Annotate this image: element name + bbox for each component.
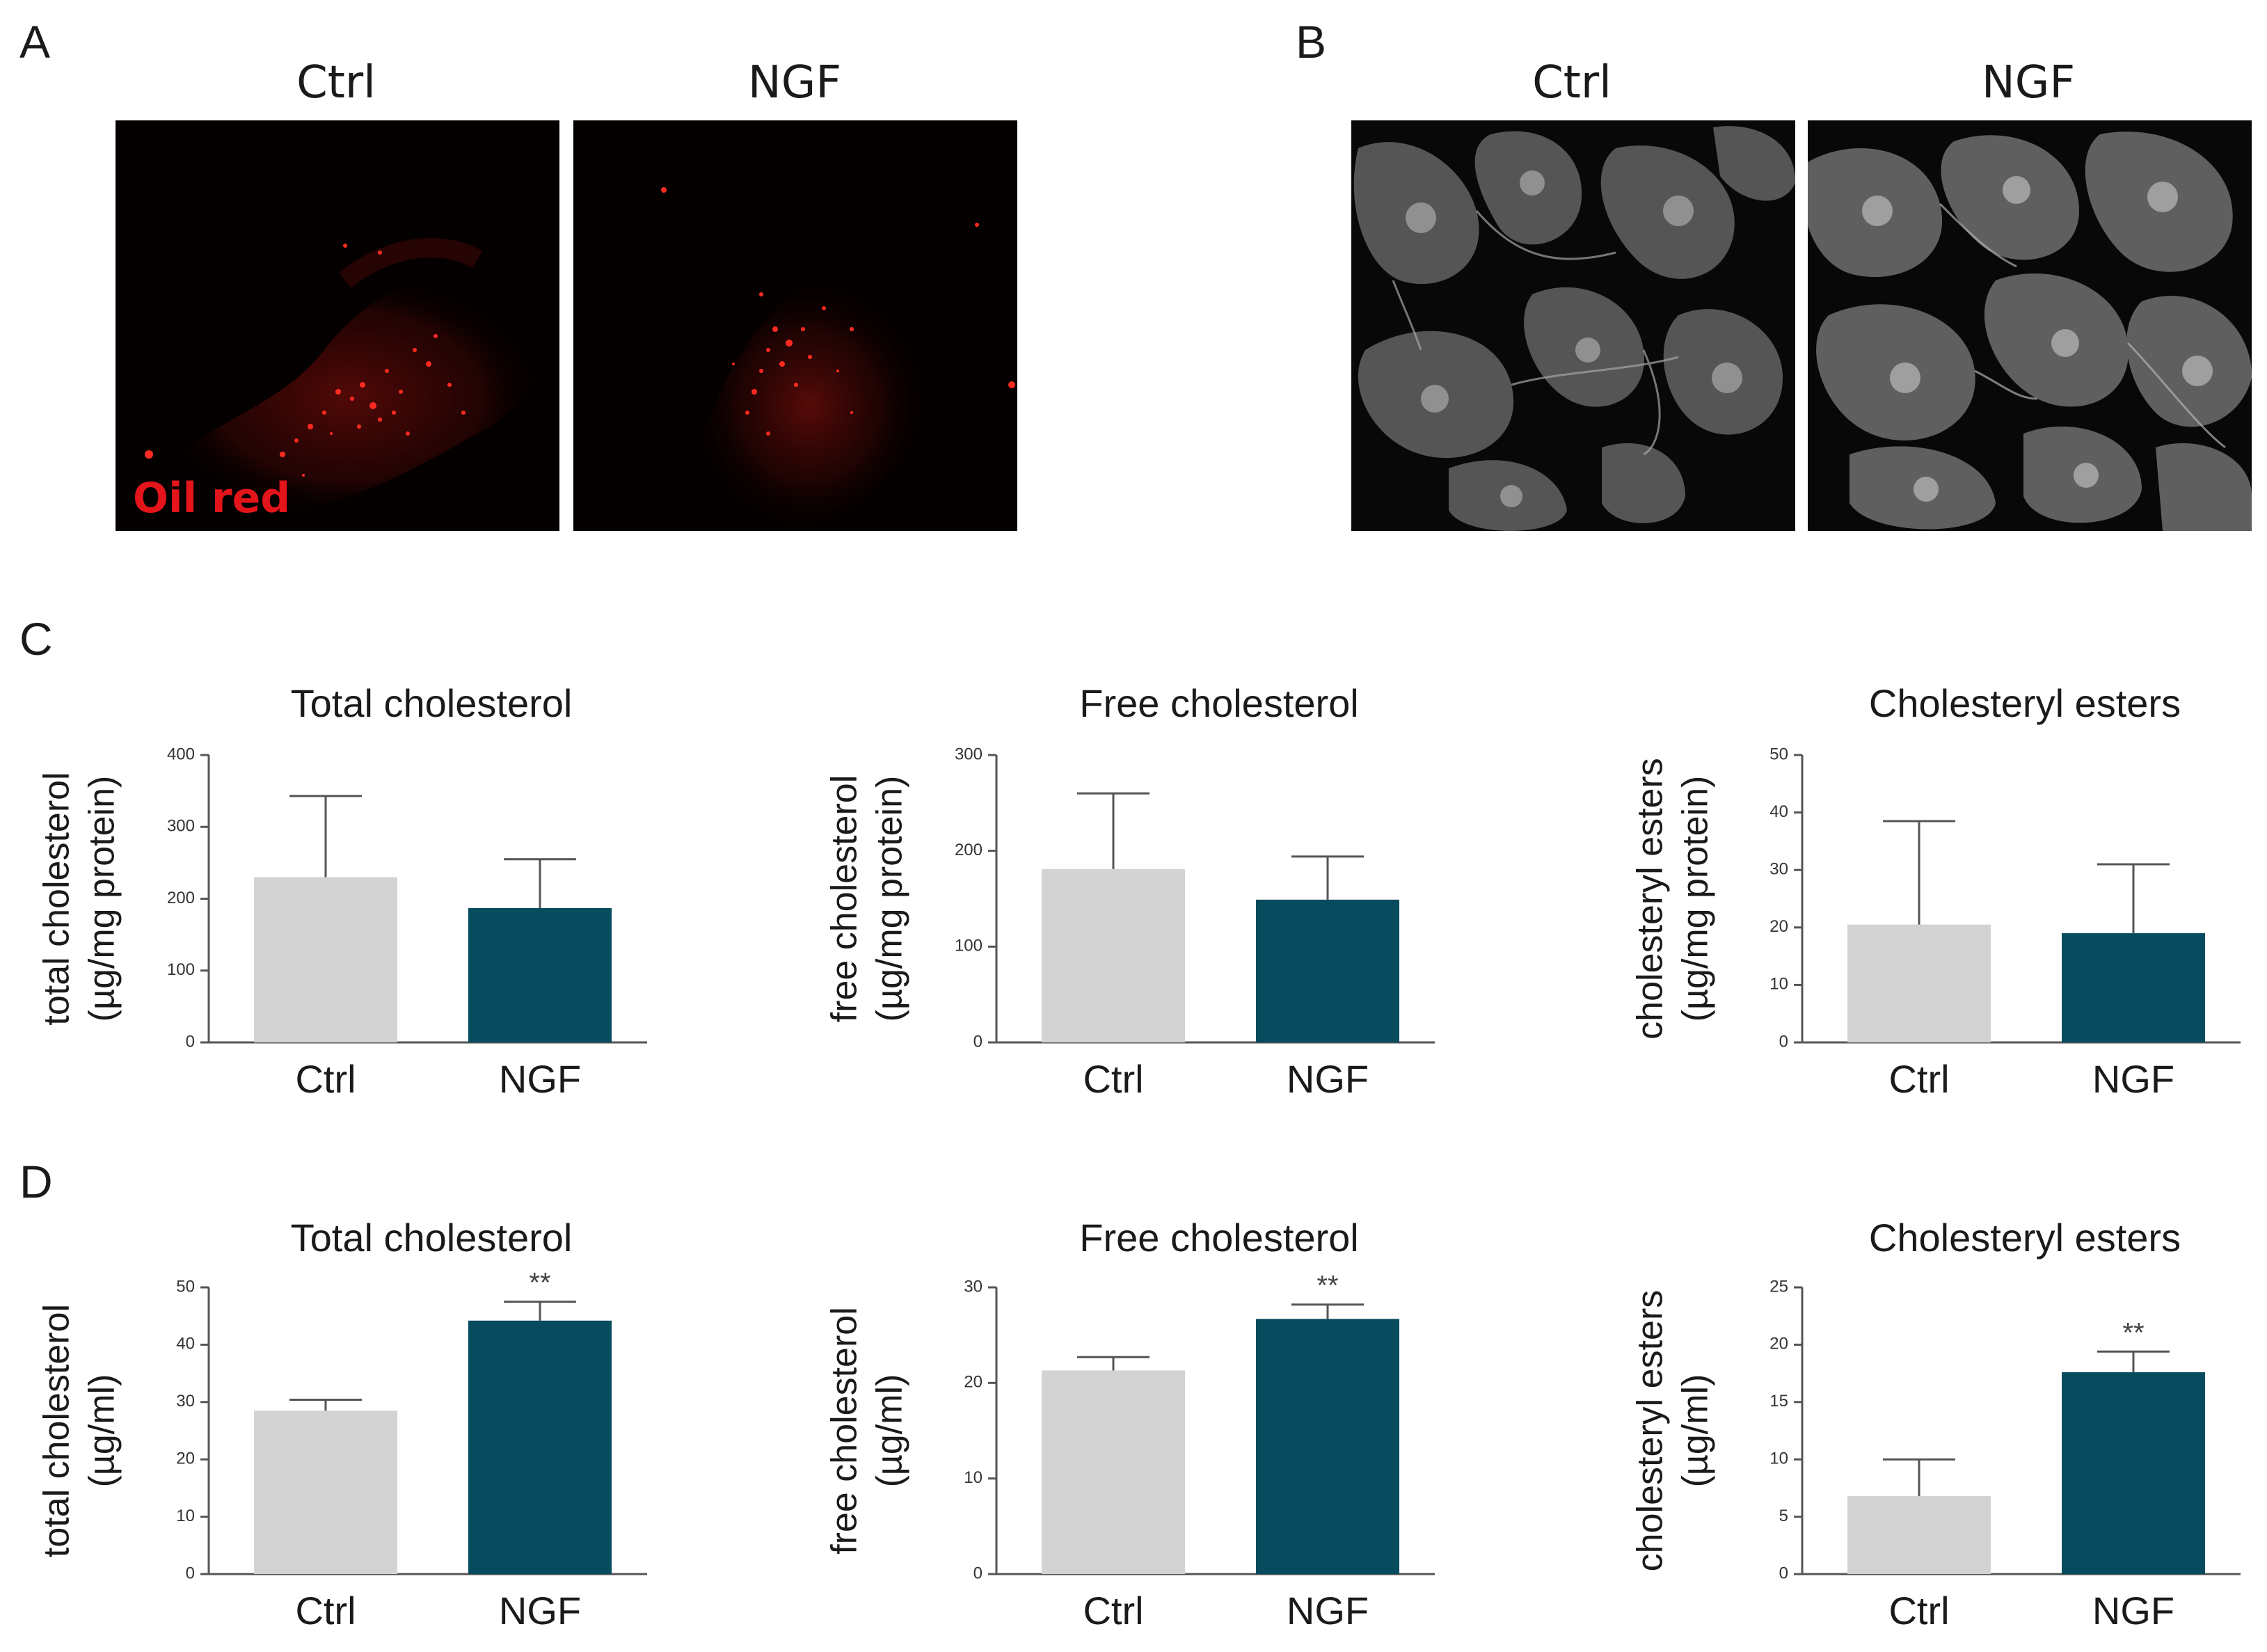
chart-4-bar-ctrl xyxy=(254,1411,397,1574)
chart-5-ytick-label: 30 xyxy=(964,1277,983,1296)
panel-b-ctrl-label: Ctrl xyxy=(1532,57,1612,109)
chart-6-ytick-label: 25 xyxy=(1769,1277,1788,1296)
chart-5-bar-ctrl xyxy=(1042,1370,1185,1574)
chart-5-bar-ngf xyxy=(1256,1319,1399,1574)
chart-6-significance-ngf: ** xyxy=(2122,1317,2144,1348)
chart-3-ytick-label: 30 xyxy=(1769,860,1788,879)
chart-6-ylabel-line-1: cholesteryl esters xyxy=(1630,1290,1671,1572)
chart-3-ytick-label: 20 xyxy=(1769,917,1788,936)
chart-5-category-ngf: NGF xyxy=(1287,1589,1369,1633)
chart-5-category-ctrl: Ctrl xyxy=(1083,1589,1143,1633)
chart-6-ytick-label: 20 xyxy=(1769,1335,1788,1353)
chart-6-bar-ctrl xyxy=(1847,1495,1991,1574)
chart-6-ylabel-line-2: (µg/ml) xyxy=(1676,1374,1716,1488)
chart-1-ylabel-line-2: (µg/mg protein) xyxy=(82,776,122,1022)
chart-3-ytick-label: 10 xyxy=(1769,975,1788,994)
fluorescence-ctrl-micrograph xyxy=(1351,120,1795,531)
chart-1-ytick-label: 0 xyxy=(186,1032,195,1051)
chart-3-ylabel-line-1: cholesteryl esters xyxy=(1630,758,1671,1040)
chart-2-title: Free cholesterol xyxy=(1079,681,1359,725)
chart-3-title: Cholesteryl esters xyxy=(1869,681,2181,725)
chart-1-ylabel-line-1: total cholesterol xyxy=(37,772,77,1025)
chart-2-ylabel-line-1: free cholesterol xyxy=(825,775,865,1023)
chart-4-ytick-label: 10 xyxy=(176,1507,195,1525)
chart-2-ytick-label: 0 xyxy=(973,1032,983,1051)
lipid-droplets xyxy=(145,244,466,477)
chart-1-ytick-label: 400 xyxy=(167,745,195,763)
chart-3-category-ctrl: Ctrl xyxy=(1888,1057,1949,1101)
chart-6-ytick-label: 10 xyxy=(1769,1450,1788,1468)
panel-a-ngf-label: NGF xyxy=(747,57,842,109)
chart-2-ytick-label: 300 xyxy=(955,745,983,763)
panel-letter-b: B xyxy=(1296,16,1327,67)
chart-5-ylabel-line-1: free cholesterol xyxy=(825,1307,865,1555)
chart-4-ytick-label: 50 xyxy=(176,1277,195,1296)
chart-4-ytick-label: 40 xyxy=(176,1335,195,1353)
panel-letter-a: A xyxy=(19,16,51,67)
chart-3-bar-ngf xyxy=(2062,933,2205,1042)
chart-6-category-ngf: NGF xyxy=(2092,1589,2174,1633)
chart-1-ytick-label: 100 xyxy=(167,960,195,979)
chart-5-ylabel-line-2: (µg/ml) xyxy=(870,1374,910,1488)
chart-4-bar-ngf xyxy=(468,1320,612,1574)
panel-letter-c: C xyxy=(19,613,53,665)
chart-2-ylabel-line-2: (µg/mg protein) xyxy=(870,776,910,1022)
chart-3-category-ngf: NGF xyxy=(2092,1057,2174,1101)
chart-1-category-ctrl: Ctrl xyxy=(295,1057,356,1101)
chart-6-ytick-label: 0 xyxy=(1779,1564,1788,1582)
chart-4-ytick-label: 0 xyxy=(186,1564,195,1582)
chart-2-bar-ngf xyxy=(1256,899,1399,1042)
oil-red-stain-label: Oil red xyxy=(133,474,291,523)
chart-1-bar-ngf xyxy=(468,907,612,1042)
chart-2-ytick-label: 200 xyxy=(955,841,983,859)
chart-6-ytick-label: 5 xyxy=(1779,1507,1788,1525)
chart-1-title: Total cholesterol xyxy=(291,681,573,725)
chart-3-ytick-label: 50 xyxy=(1769,745,1788,763)
oil-red-ngf-micrograph xyxy=(573,120,1017,531)
chart-4-category-ctrl: Ctrl xyxy=(295,1589,356,1633)
chart-3-bar-ctrl xyxy=(1847,924,1991,1042)
chart-6-bar-ngf xyxy=(2062,1372,2205,1574)
chart-4-ylabel-line-2: (µg/ml) xyxy=(82,1374,122,1488)
chart-4-ytick-label: 30 xyxy=(176,1392,195,1411)
chart-6-title: Cholesteryl esters xyxy=(1869,1216,2181,1260)
chart-5-ytick-label: 10 xyxy=(964,1468,983,1487)
chart-4-category-ngf: NGF xyxy=(499,1589,581,1633)
chart-2-category-ngf: NGF xyxy=(1287,1057,1369,1101)
fluorescence-ngf-micrograph xyxy=(1808,120,2252,531)
chart-3-ytick-label: 40 xyxy=(1769,802,1788,821)
lipid-droplets xyxy=(661,187,1015,436)
chart-4-ytick-label: 20 xyxy=(176,1450,195,1468)
chart-1-category-ngf: NGF xyxy=(499,1057,581,1101)
chart-4-significance-ngf: ** xyxy=(529,1268,550,1298)
chart-6-ytick-label: 15 xyxy=(1769,1392,1788,1411)
panel-letter-d: D xyxy=(19,1156,53,1207)
chart-1-bar-ctrl xyxy=(254,877,397,1042)
chart-4-ylabel-line-1: total cholesterol xyxy=(37,1304,77,1557)
chart-2-category-ctrl: Ctrl xyxy=(1083,1057,1143,1101)
chart-2-bar-ctrl xyxy=(1042,868,1185,1042)
oil-red-ctrl-micrograph: Oil red xyxy=(116,120,559,531)
chart-5-ytick-label: 20 xyxy=(964,1373,983,1392)
panel-b-ngf-label: NGF xyxy=(1981,57,2076,109)
chart-2-ytick-label: 100 xyxy=(955,937,983,955)
chart-1-ytick-label: 200 xyxy=(167,889,195,907)
chart-3-ylabel-line-2: (µg/mg protein) xyxy=(1676,776,1716,1022)
chart-5-significance-ngf: ** xyxy=(1317,1271,1338,1301)
chart-1-ytick-label: 300 xyxy=(167,817,195,836)
chart-4-title: Total cholesterol xyxy=(291,1216,573,1260)
chart-3-ytick-label: 0 xyxy=(1779,1032,1788,1051)
panel-a-ctrl-label: Ctrl xyxy=(296,57,376,109)
chart-6-category-ctrl: Ctrl xyxy=(1888,1589,1949,1633)
chart-5-title: Free cholesterol xyxy=(1079,1216,1359,1260)
chart-5-ytick-label: 0 xyxy=(973,1564,983,1582)
